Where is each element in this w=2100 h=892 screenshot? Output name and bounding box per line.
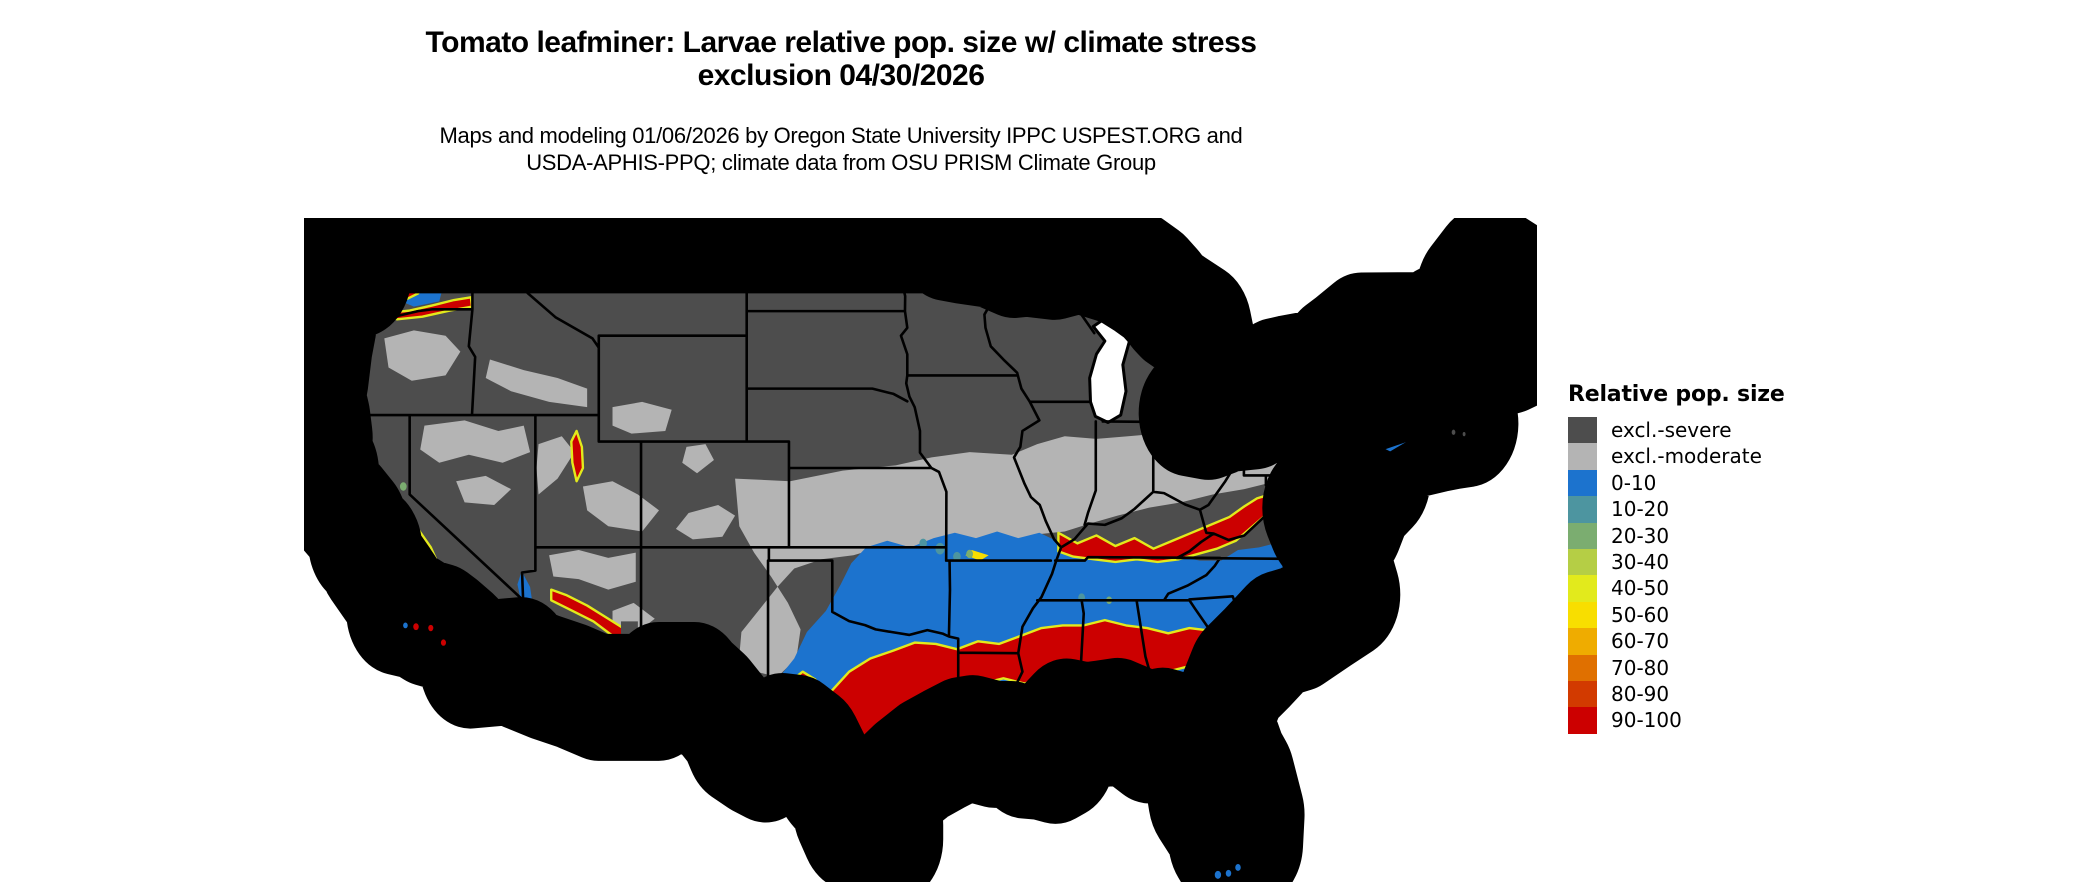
florida-keys	[1214, 870, 1222, 879]
long-island	[1383, 433, 1427, 453]
legend-swatch-30-40	[1568, 548, 1597, 576]
legend-title: Relative pop. size	[1568, 382, 1785, 407]
us-choropleth-map	[304, 218, 1537, 882]
legend-swatch-60-70	[1568, 628, 1597, 655]
legend-item: 80-90	[1568, 680, 1868, 708]
island-marthas-vineyard	[1451, 429, 1457, 436]
legend-item: 0-10	[1568, 469, 1868, 497]
legend-item: 20-30	[1568, 522, 1868, 549]
legend-swatch-excl-moderate	[1568, 443, 1597, 470]
legend-item: 10-20	[1568, 496, 1868, 523]
legend-item: excl.-severe	[1568, 417, 1868, 444]
region-excl-moderate-band	[735, 433, 1384, 677]
map-subtitle: Maps and modeling 01/06/2026 by Oregon S…	[0, 122, 1682, 176]
island-nantucket	[1462, 431, 1467, 437]
title-line-2: exclusion 04/30/2026	[697, 59, 985, 92]
subtitle-line-2: USDA-APHIS-PPQ; climate data from OSU PR…	[526, 150, 1156, 175]
legend-swatch-excl-severe	[1568, 417, 1597, 444]
map-title: Tomato leafminer: Larvae relative pop. s…	[0, 26, 1682, 92]
channel-islands	[413, 623, 419, 631]
legend-swatch-0-10	[1568, 469, 1597, 497]
legend-item: 40-50	[1568, 575, 1868, 602]
islands	[403, 429, 1467, 879]
legend-swatch-10-20	[1568, 496, 1597, 523]
legend-swatch-70-80	[1568, 654, 1597, 681]
legend: Relative pop. size excl.-severe excl.-mo…	[1568, 382, 1868, 734]
legend-swatch-50-60	[1568, 601, 1597, 629]
legend-item: 60-70	[1568, 628, 1868, 655]
legend-item: 50-60	[1568, 601, 1868, 629]
legend-item: 30-40	[1568, 548, 1868, 576]
us-map-svg	[304, 218, 1537, 882]
legend-item: 70-80	[1568, 654, 1868, 681]
subtitle-line-1: Maps and modeling 01/06/2026 by Oregon S…	[439, 123, 1243, 148]
legend-item: excl.-moderate	[1568, 443, 1868, 470]
legend-swatch-40-50	[1568, 575, 1597, 602]
legend-swatch-20-30	[1568, 522, 1597, 549]
legend-swatch-90-100	[1568, 707, 1597, 734]
region-dark-mountain-patches	[475, 621, 638, 658]
title-line-1: Tomato leafminer: Larvae relative pop. s…	[425, 26, 1257, 59]
legend-item: 90-100	[1568, 707, 1868, 734]
legend-swatch-80-90	[1568, 680, 1597, 708]
